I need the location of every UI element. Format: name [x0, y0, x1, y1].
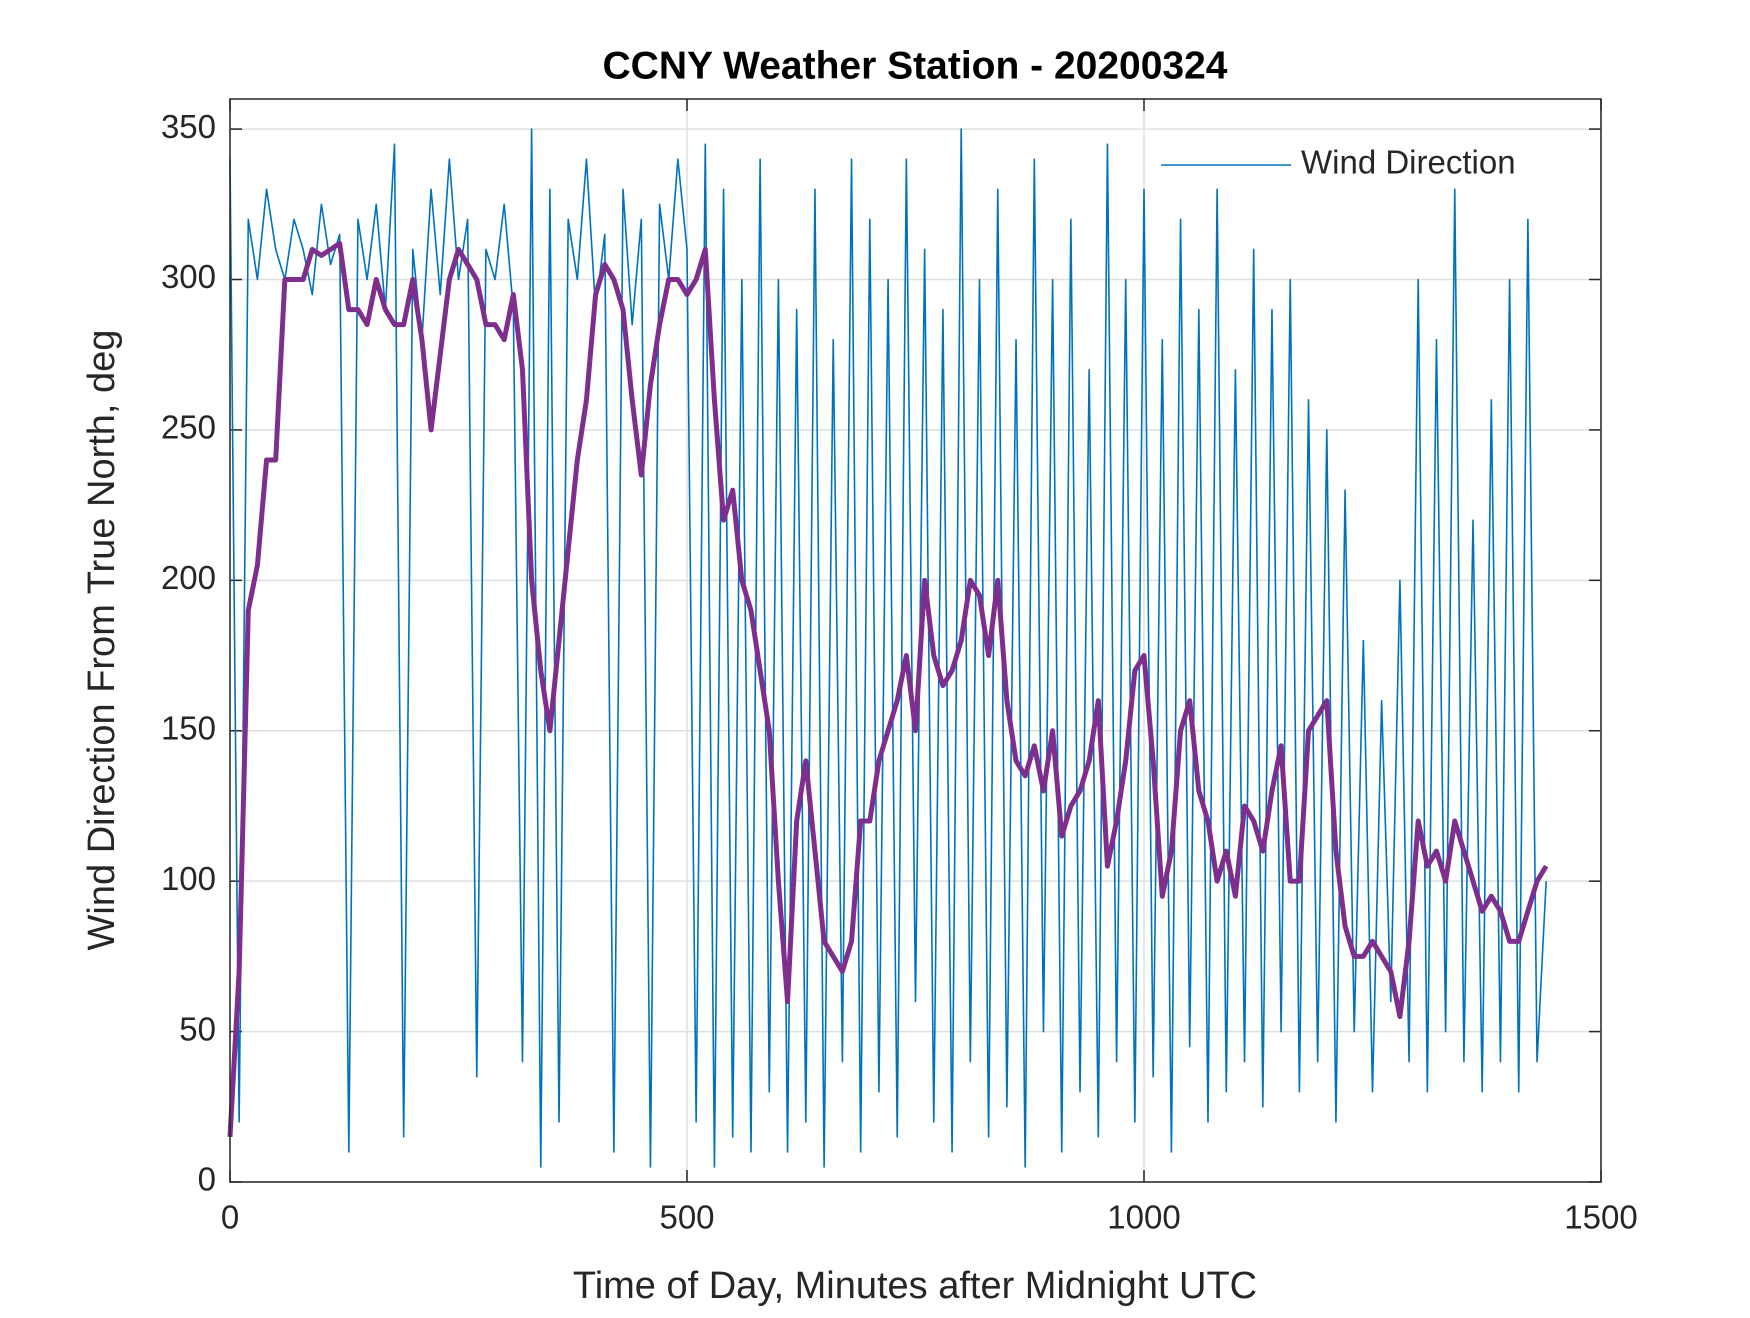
data-line: [229, 128, 1547, 1168]
y-tick-label: 300: [161, 258, 216, 295]
y-tick-label: 0: [198, 1161, 216, 1198]
data-line: [227, 240, 1549, 1138]
y-tick-label: 350: [161, 108, 216, 145]
axes-box: [229, 98, 1602, 1183]
chart-title: CCNY Weather Station - 20200324: [603, 44, 1228, 87]
x-tick-label: 1500: [1564, 1199, 1637, 1236]
plot-area: [230, 99, 1601, 1182]
y-tick-label: 200: [161, 559, 216, 596]
y-tick-label: 100: [161, 860, 216, 897]
y-tick-label: 50: [179, 1010, 216, 1047]
y-axis-label: Wind Direction From True North, deg: [81, 330, 123, 951]
x-axis-label: Time of Day, Minutes after Midnight UTC: [573, 1265, 1257, 1307]
legend-label: Wind Direction: [1301, 144, 1516, 181]
x-tick-label: 0: [221, 1199, 239, 1236]
y-tick-label: 150: [161, 709, 216, 746]
x-tick-label: 500: [659, 1199, 714, 1236]
x-tick-label: 1000: [1107, 1199, 1180, 1236]
y-tick-label: 250: [161, 409, 216, 446]
